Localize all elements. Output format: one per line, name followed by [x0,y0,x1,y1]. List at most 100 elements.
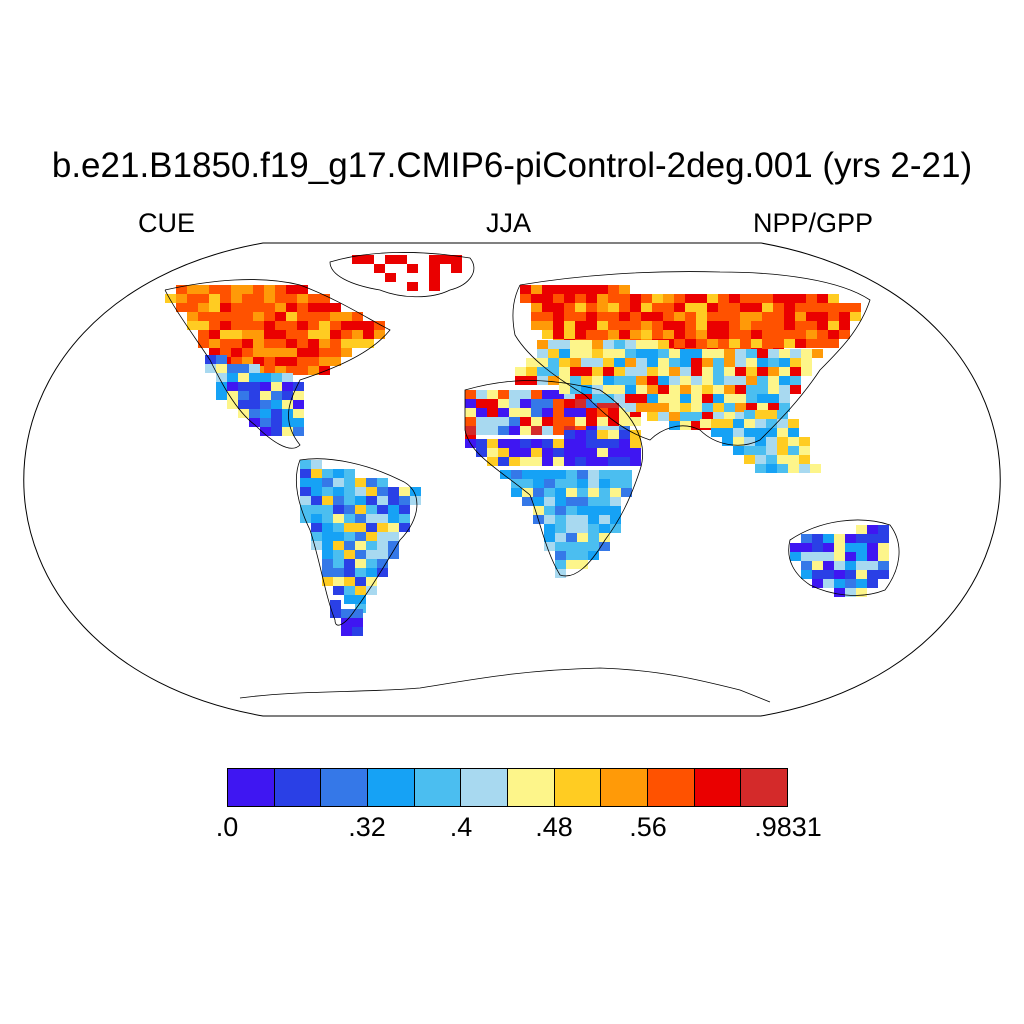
grid-cell [603,385,614,394]
grid-cell [553,330,564,339]
grid-cell [630,408,641,417]
grid-cell [322,487,333,496]
grid-cell [817,312,828,321]
grid-cell [790,385,801,394]
grid-cell [581,367,592,376]
grid-cell [275,357,286,366]
grid-cell [575,408,586,417]
grid-cell [198,303,209,312]
grid-cell [366,496,377,505]
grid-cell [597,439,608,448]
grid-cell [544,470,555,479]
grid-cell [297,294,308,303]
colorbar-box-3 [368,769,415,806]
antarctica-coast [239,667,771,703]
grid-cell [614,394,625,403]
grid-cell [388,487,399,496]
grid-cell [260,391,271,400]
grid-cell [533,506,544,515]
grid-cell [608,448,619,457]
grid-cell [264,348,275,357]
grid-cell [680,358,691,367]
season-label: JJA [486,208,532,238]
grid-cell [209,312,220,321]
grid-cell [762,294,773,303]
grid-cell [564,457,575,466]
grid-cell [630,294,641,303]
grid-cell [308,348,319,357]
grid-cell [322,559,333,568]
grid-cell [253,339,264,348]
grid-cell [610,506,621,515]
grid-cell [588,515,599,524]
grid-cell [275,303,286,312]
grid-cell [828,321,839,330]
grid-cell [577,515,588,524]
grid-cell [740,294,751,303]
grid-cell [735,349,746,358]
grid-cell [308,321,319,330]
grid-cell [451,264,462,273]
grid-cell [231,312,242,321]
grid-cell [511,470,522,479]
grid-cell [377,568,388,577]
grid-cell [878,552,889,561]
grid-cell [220,321,231,330]
grid-cell [766,437,777,446]
grid-cell [344,577,355,586]
grid-cell [286,339,297,348]
grid-cell [264,285,275,294]
grid-cell [812,534,823,543]
grid-cell [333,568,344,577]
colorbar-box-11 [741,769,788,806]
grid-cell [227,364,238,373]
grid-cell [198,312,209,321]
grid-cell [735,403,746,412]
grid-cell [733,428,744,437]
grid-cell [812,570,823,579]
grid-cell [630,417,641,426]
grid-cell [238,391,249,400]
grid-cell [625,385,636,394]
grid-cell [608,321,619,330]
grid-cell [588,497,599,506]
grid-cell [685,303,696,312]
grid-cell [845,579,856,588]
grid-cell [249,382,260,391]
colorbar-label-2: .4 [449,812,473,842]
grid-cell [619,294,630,303]
grid-cell [388,523,399,532]
grid-cell [581,349,592,358]
grid-cell [608,439,619,448]
grid-cell [385,255,396,264]
grid-cell [621,470,632,479]
grid-cell [333,559,344,568]
grid-cell [812,579,823,588]
grid-cell [733,437,744,446]
grid-cell [282,391,293,400]
grid-cell [652,312,663,321]
grid-cell [344,523,355,532]
grid-cell [823,579,834,588]
grid-cell [526,358,537,367]
grid-cell [566,533,577,542]
colorbar-box-9 [648,769,695,806]
grid-cell [839,312,850,321]
grid-cell [187,294,198,303]
grid-cell [790,552,801,561]
grid-cell [685,321,696,330]
grid-cell [630,439,641,448]
grid-cell [242,357,253,366]
grid-cell [581,376,592,385]
grid-cell [652,294,663,303]
grid-cell [762,312,773,321]
grid-cell [498,439,509,448]
grid-cell [209,294,220,303]
grid-cell [788,446,799,455]
grid-cell [806,321,817,330]
grid-cell [297,339,308,348]
grid-cell [757,394,768,403]
grid-cell [828,312,839,321]
grid-cell [663,330,674,339]
north-america-coast [164,279,391,449]
